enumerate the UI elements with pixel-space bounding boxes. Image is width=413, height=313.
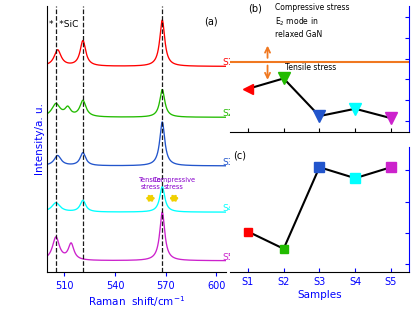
Text: Tensile stress: Tensile stress bbox=[285, 63, 337, 72]
Text: Compressive stress: Compressive stress bbox=[275, 3, 349, 13]
Text: Tensile
stress: Tensile stress bbox=[139, 177, 162, 190]
Text: S3: S3 bbox=[222, 158, 234, 167]
Text: E$_2$ mode in: E$_2$ mode in bbox=[275, 15, 318, 28]
X-axis label: Samples: Samples bbox=[297, 290, 342, 300]
Text: S4: S4 bbox=[222, 204, 233, 213]
X-axis label: Raman  shift/cm$^{-1}$: Raman shift/cm$^{-1}$ bbox=[88, 294, 185, 309]
Text: *  *SiC: * *SiC bbox=[49, 20, 78, 29]
Text: Compressive
stress: Compressive stress bbox=[152, 177, 196, 190]
Y-axis label: Intensity/a. u.: Intensity/a. u. bbox=[35, 103, 45, 175]
Text: S1: S1 bbox=[222, 58, 234, 67]
Text: (a): (a) bbox=[204, 17, 218, 27]
Text: (b): (b) bbox=[249, 3, 262, 13]
Text: relaxed GaN: relaxed GaN bbox=[275, 30, 322, 38]
Text: (c): (c) bbox=[233, 150, 247, 160]
Text: S2: S2 bbox=[222, 109, 233, 118]
Text: S5: S5 bbox=[222, 253, 234, 262]
